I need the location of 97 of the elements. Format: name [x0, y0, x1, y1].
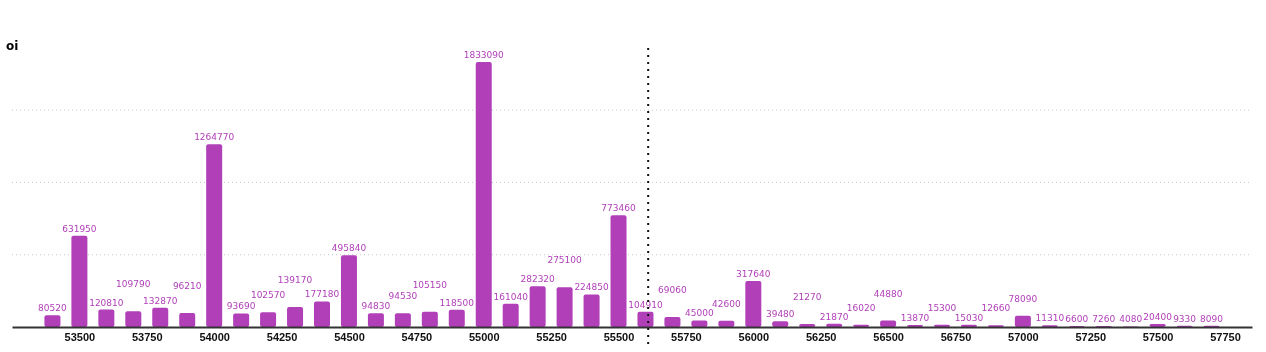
x-tick-label: 54500 — [334, 330, 365, 343]
data-label: 15300 — [927, 302, 957, 313]
data-label: 8090 — [1200, 313, 1224, 324]
data-label: 161040 — [493, 291, 529, 302]
data-label: 69060 — [658, 285, 688, 296]
bar — [98, 309, 115, 327]
data-label: 12660 — [981, 303, 1011, 314]
x-tick-label: 55750 — [671, 330, 702, 343]
data-label: 20400 — [1143, 312, 1173, 323]
x-tick-label: 53750 — [131, 330, 163, 343]
x-tick-label: 55000 — [468, 330, 500, 343]
bar — [745, 281, 762, 327]
bar — [610, 215, 627, 327]
x-tick-label: 55250 — [536, 330, 567, 343]
x-tick-label: 54000 — [199, 330, 230, 343]
data-label: 773460 — [601, 203, 636, 214]
data-label: 96210 — [172, 281, 202, 292]
data-label: 42600 — [712, 298, 741, 309]
data-label: 94830 — [361, 301, 391, 312]
data-label: 282320 — [520, 274, 556, 285]
bar — [826, 323, 843, 327]
data-label: 118500 — [439, 297, 475, 308]
bar — [367, 313, 384, 327]
x-tick-label: 53500 — [64, 330, 96, 343]
bar — [637, 311, 654, 327]
bar — [71, 235, 88, 327]
data-label: 11310 — [1035, 313, 1065, 324]
bar — [934, 324, 950, 327]
bar — [260, 312, 277, 327]
data-label: 93690 — [226, 301, 256, 312]
bar — [718, 320, 735, 327]
x-tick-label: 57250 — [1075, 330, 1107, 343]
bar — [583, 294, 600, 327]
data-label: 631950 — [62, 223, 97, 234]
data-label: 132870 — [143, 295, 178, 306]
bar — [475, 62, 492, 327]
bar — [691, 320, 708, 327]
bar — [233, 313, 250, 327]
data-label: 109790 — [116, 279, 151, 290]
x-tick-label: 56000 — [738, 330, 770, 343]
data-label: 1264770 — [194, 132, 235, 143]
bar — [502, 303, 519, 327]
data-label: 15030 — [954, 312, 984, 323]
bar — [772, 321, 789, 327]
data-label: 39480 — [765, 309, 795, 320]
x-tick-label: 56250 — [805, 330, 837, 343]
data-label: 495840 — [331, 243, 367, 254]
data-label: 80520 — [38, 303, 68, 314]
data-label: 120810 — [89, 297, 124, 308]
x-tick-label: 56500 — [873, 330, 904, 343]
bar — [1149, 324, 1166, 327]
data-label: 78090 — [1008, 293, 1038, 304]
data-label: 13870 — [900, 312, 930, 323]
bar — [529, 286, 546, 327]
x-tick-label: 54250 — [266, 330, 298, 343]
x-tick-label: 57750 — [1210, 330, 1241, 343]
y-axis-title: oi — [6, 39, 19, 53]
data-label: 224850 — [574, 282, 610, 293]
data-label: 44880 — [873, 288, 903, 299]
data-label: 275100 — [547, 255, 583, 266]
bar — [287, 306, 304, 327]
bar — [179, 313, 196, 327]
bar — [448, 309, 465, 327]
x-tick-label: 54750 — [401, 330, 433, 343]
data-label: 139170 — [277, 274, 313, 285]
bar — [664, 317, 681, 327]
data-label: 9330 — [1173, 313, 1197, 324]
data-label: 6600 — [1065, 314, 1089, 325]
data-label: 7260 — [1092, 313, 1116, 324]
data-label: 45000 — [685, 308, 714, 319]
x-tick-label: 57000 — [1008, 330, 1039, 343]
x-tick-label: 57500 — [1142, 330, 1174, 343]
bar — [799, 323, 816, 327]
data-label: 21870 — [819, 311, 849, 322]
bar — [152, 307, 169, 327]
bar — [556, 287, 573, 327]
bar — [206, 144, 223, 327]
bar — [44, 315, 61, 327]
data-label: 1833090 — [463, 50, 505, 60]
bar — [314, 301, 330, 327]
data-label: 177180 — [304, 289, 340, 300]
bar — [394, 313, 411, 327]
bar — [1014, 315, 1031, 327]
data-label: 102570 — [250, 290, 286, 301]
data-label: 16020 — [846, 302, 876, 313]
data-label: 317640 — [736, 269, 771, 280]
x-tick-label: 55500 — [603, 330, 635, 343]
bar — [880, 320, 897, 327]
bar — [125, 311, 142, 327]
data-label: 21270 — [792, 291, 822, 302]
data-label: 94530 — [388, 291, 418, 302]
data-label: 104910 — [628, 299, 663, 310]
bar — [421, 311, 438, 327]
bar — [340, 255, 357, 327]
data-label: 4080 — [1119, 314, 1143, 325]
x-tick-label: 56750 — [940, 330, 972, 343]
data-label: 105150 — [412, 279, 448, 290]
